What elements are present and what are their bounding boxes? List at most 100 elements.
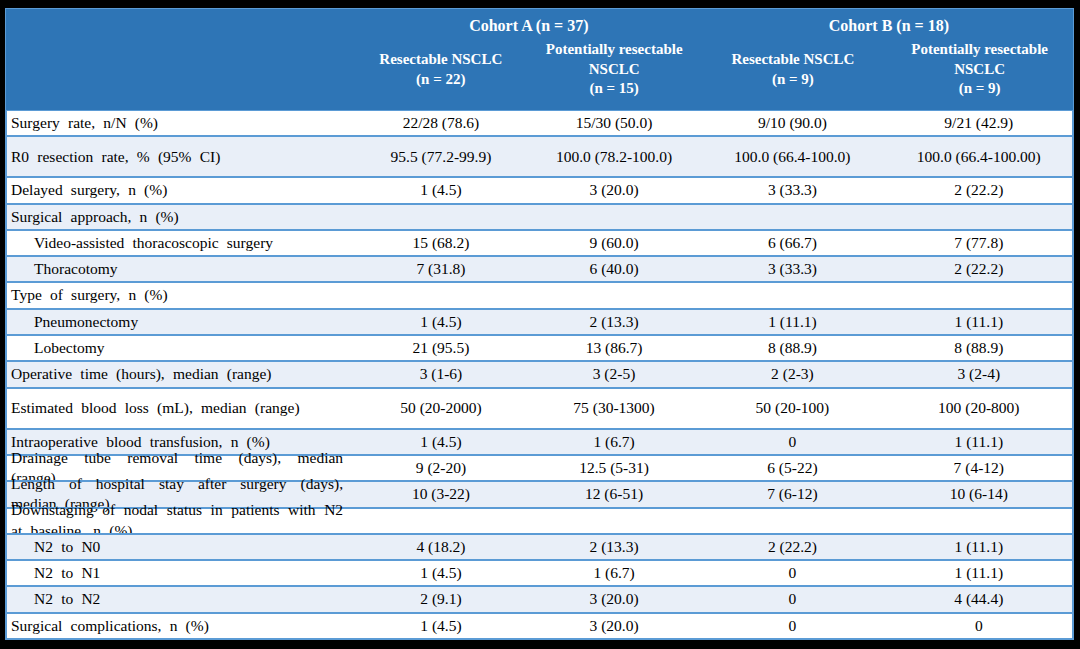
cell-resectable-a: 7 (31.8) [353,259,529,279]
cell-potentially-resectable-a: 12 (6-51) [529,484,699,504]
row-label: N2 to N1 [7,563,353,583]
cell-resectable-a: 1 (4.5) [353,432,529,452]
table-outer-frame: Cohort A (n = 37) Cohort B (n = 18) Rese… [0,0,1080,649]
table-row: Pneumonectomy 1 (4.5) 2 (13.3) 1 (11.1) … [7,308,1072,334]
column-n: (n = 9) [714,70,873,90]
cell-resectable-b: 0 [699,589,885,609]
cell-resectable-a: 95.5 (77.2-99.9) [353,147,529,167]
cell-potentially-resectable-a: 3 (2-5) [529,364,699,384]
row-label: Pneumonectomy [7,312,353,332]
cell-resectable-b: 0 [699,563,885,583]
row-label: Delayed surgery, n (%) [7,180,353,200]
column-header-resectable-b: Resectable NSCLC (n = 9) [700,50,887,89]
cell-potentially-resectable-b: 2 (22.2) [886,180,1072,200]
row-label: Surgery rate, n/N (%) [7,113,353,133]
cell-potentially-resectable-b: 1 (11.1) [886,563,1072,583]
table-row: N2 to N2 2 (9.1) 3 (20.0) 0 4 (44.4) [7,585,1072,611]
cell-resectable-b: 1 (11.1) [699,312,885,332]
cell-resectable-b: 2 (22.2) [699,537,885,557]
cell-potentially-resectable-b: 7 (4-12) [886,458,1072,478]
row-label: N2 to N0 [7,537,353,557]
cell-resectable-b: 6 (5-22) [699,458,885,478]
column-n: (n = 9) [892,79,1067,99]
cell-potentially-resectable-a: 2 (13.3) [529,312,699,332]
cell-potentially-resectable-a: 6 (40.0) [529,259,699,279]
table-row: N2 to N0 4 (18.2) 2 (13.3) 2 (22.2) 1 (1… [7,533,1072,559]
column-header-resectable-a: Resectable NSCLC (n = 22) [353,50,529,89]
cell-resectable-b: 7 (6-12) [699,484,885,504]
table-row: Thoracotomy 7 (31.8) 6 (40.0) 3 (33.3) 2… [7,255,1072,281]
table-row: Estimated blood loss (mL), median (range… [7,387,1072,428]
row-label: Lobectomy [7,338,353,358]
cohort-header-row: Cohort A (n = 37) Cohort B (n = 18) [6,9,1073,35]
cell-potentially-resectable-a: 12.5 (5-31) [529,458,699,478]
cell-resectable-a: 1 (4.5) [353,563,529,583]
table-row: R0 resection rate, % (95% CI) 95.5 (77.2… [7,135,1072,176]
cell-potentially-resectable-b: 1 (11.1) [886,537,1072,557]
table-row: Delayed surgery, n (%) 1 (4.5) 3 (20.0) … [7,176,1072,202]
table-header: Cohort A (n = 37) Cohort B (n = 18) Rese… [5,8,1074,110]
cell-resectable-b: 3 (33.3) [699,259,885,279]
cell-potentially-resectable-a: 100.0 (78.2-100.0) [529,147,699,167]
cell-potentially-resectable-a: 9 (60.0) [529,233,699,253]
surgery-outcomes-table: Cohort A (n = 37) Cohort B (n = 18) Rese… [5,8,1074,640]
cell-resectable-b: 3 (33.3) [699,180,885,200]
cell-potentially-resectable-a: 13 (86.7) [529,338,699,358]
cell-potentially-resectable-a: 2 (13.3) [529,537,699,557]
cell-resectable-a: 10 (3-22) [353,484,529,504]
table-body: Surgery rate, n/N (%) 22/28 (78.6) 15/30… [5,110,1074,640]
cell-potentially-resectable-a: 3 (20.0) [529,589,699,609]
column-name: Potentially resectable NSCLC [911,41,1048,77]
cell-resectable-b: 50 (20-100) [699,398,885,418]
table-row: Surgery rate, n/N (%) 22/28 (78.6) 15/30… [7,111,1072,135]
row-label: Type of surgery, n (%) [7,285,353,305]
cell-resectable-a: 2 (9.1) [353,589,529,609]
cell-resectable-a: 15 (68.2) [353,233,529,253]
column-header-potentially-resectable-a: Potentially resectable NSCLC (n = 15) [529,40,700,99]
cell-potentially-resectable-a: 75 (30-1300) [529,398,699,418]
cell-potentially-resectable-b: 0 [886,616,1072,636]
cell-potentially-resectable-b: 1 (11.1) [886,432,1072,452]
cohort-a-header: Cohort A (n = 37) [353,17,705,35]
subgroup-header-row: Resectable NSCLC (n = 22) Potentially re… [6,35,1073,110]
row-label: N2 to N2 [7,589,353,609]
table-row: Type of surgery, n (%) [7,281,1072,307]
cell-potentially-resectable-a: 3 (20.0) [529,180,699,200]
row-label: Video-assisted thoracoscopic surgery [7,233,353,253]
column-header-potentially-resectable-b: Potentially resectable NSCLC (n = 9) [886,40,1073,99]
table-row: Lobectomy 21 (95.5) 13 (86.7) 8 (88.9) 8… [7,334,1072,360]
cell-potentially-resectable-a: 1 (6.7) [529,432,699,452]
cell-potentially-resectable-b: 1 (11.1) [886,312,1072,332]
cell-potentially-resectable-b: 4 (44.4) [886,589,1072,609]
table-row: Operative time (hours), median (range) 3… [7,360,1072,386]
table-row: Surgical complications, n (%) 1 (4.5) 3 … [7,612,1072,638]
cell-potentially-resectable-b: 3 (2-4) [886,364,1072,384]
row-label: Surgical approach, n (%) [7,207,353,227]
column-n: (n = 22) [361,70,521,90]
cell-resectable-b: 6 (66.7) [699,233,885,253]
row-label: Surgical complications, n (%) [7,616,353,636]
cell-potentially-resectable-a: 3 (20.0) [529,616,699,636]
column-n: (n = 15) [543,79,686,99]
cell-resectable-a: 1 (4.5) [353,616,529,636]
cell-resectable-b: 0 [699,616,885,636]
column-name: Resectable NSCLC [379,51,502,67]
cell-resectable-b: 0 [699,432,885,452]
cohort-b-header: Cohort B (n = 18) [705,17,1073,35]
row-label: R0 resection rate, % (95% CI) [7,147,353,167]
column-name: Potentially resectable NSCLC [546,41,683,77]
cell-potentially-resectable-b: 9/21 (42.9) [886,113,1072,133]
cell-resectable-a: 22/28 (78.6) [353,113,529,133]
cell-potentially-resectable-b: 8 (88.9) [886,338,1072,358]
row-label: Estimated blood loss (mL), median (range… [7,398,353,418]
cell-resectable-a: 3 (1-6) [353,364,529,384]
cell-resectable-b: 2 (2-3) [699,364,885,384]
cell-resectable-a: 1 (4.5) [353,180,529,200]
column-name: Resectable NSCLC [731,51,854,67]
cell-resectable-b: 8 (88.9) [699,338,885,358]
row-label: Operative time (hours), median (range) [7,364,353,384]
cell-resectable-a: 21 (95.5) [353,338,529,358]
cell-resectable-a: 4 (18.2) [353,537,529,557]
cell-resectable-a: 9 (2-20) [353,458,529,478]
table-row: Downstaging of nodal status in patients … [7,507,1072,533]
